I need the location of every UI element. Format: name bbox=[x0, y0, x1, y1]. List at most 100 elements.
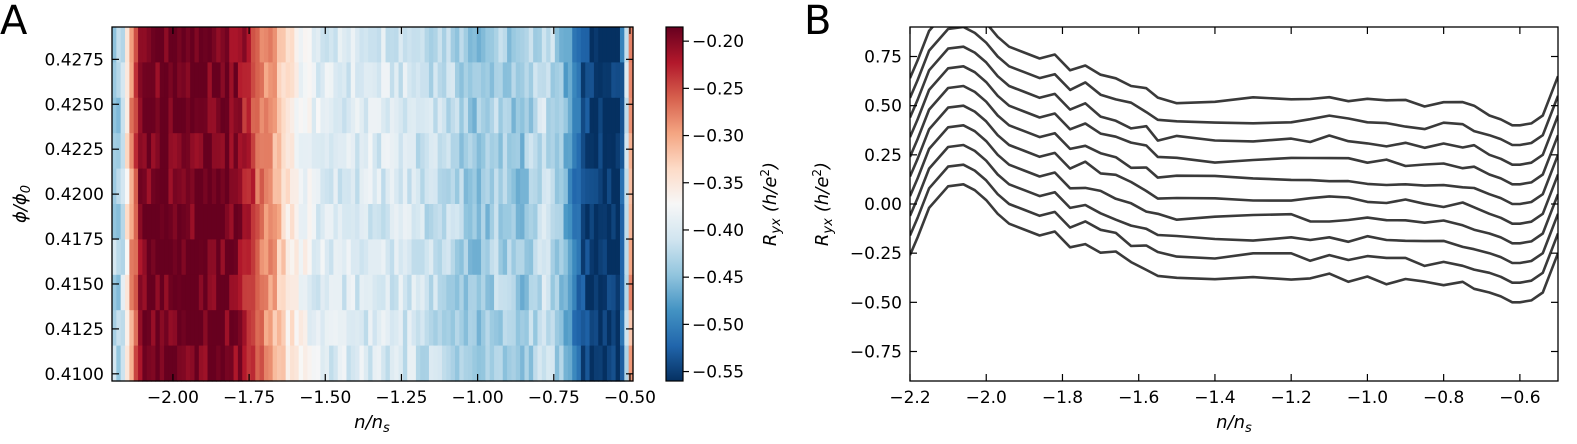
heatmap-cell bbox=[389, 27, 395, 63]
heatmap-cell bbox=[298, 168, 304, 205]
heatmap-cell bbox=[320, 274, 326, 311]
heatmap-cell bbox=[459, 133, 465, 170]
heatmap-cell bbox=[585, 97, 591, 134]
heatmap-cell bbox=[211, 133, 217, 170]
heatmap-cell bbox=[112, 133, 117, 170]
heatmap-cell bbox=[146, 133, 152, 170]
heatmap-cell bbox=[489, 27, 495, 63]
heatmap-cell bbox=[476, 204, 482, 240]
heatmap-cell bbox=[385, 310, 391, 347]
heatmap-cell bbox=[611, 239, 617, 276]
heatmap-cell bbox=[511, 310, 517, 347]
heatmap-cell bbox=[524, 204, 530, 240]
heatmap-cell bbox=[541, 133, 547, 170]
heatmap-cell bbox=[550, 27, 556, 63]
heatmap-cell bbox=[133, 345, 139, 382]
heatmap-cell bbox=[580, 168, 586, 205]
heatmap-cell bbox=[185, 133, 191, 170]
heatmap-cell bbox=[190, 97, 196, 134]
heatmap-cell bbox=[263, 310, 269, 347]
heatmap-cell bbox=[481, 345, 486, 382]
heatmap-cell bbox=[502, 133, 508, 170]
heatmap-cell bbox=[142, 274, 148, 311]
heatmap-cell bbox=[142, 168, 148, 205]
heatmap-cell bbox=[155, 133, 161, 170]
heatmap-cell bbox=[489, 133, 495, 170]
heatmap-cell bbox=[112, 97, 117, 134]
heatmap-cell bbox=[376, 133, 382, 170]
heatmap-cell bbox=[563, 345, 569, 382]
heatmap-cell bbox=[424, 310, 430, 347]
heatmap-cell bbox=[524, 310, 530, 347]
heatmap-cell bbox=[520, 345, 526, 382]
heatmap-cell bbox=[593, 133, 599, 170]
heatmap-cell bbox=[446, 204, 452, 240]
heatmap-cell bbox=[303, 27, 308, 63]
heatmap-cell bbox=[146, 27, 152, 63]
heatmap-cell bbox=[155, 204, 161, 240]
heatmap-cell bbox=[550, 274, 556, 311]
heatmap-cell bbox=[628, 62, 634, 99]
heatmap-cell bbox=[402, 168, 408, 205]
heatmap-cell bbox=[233, 274, 239, 311]
heatmap-cell bbox=[164, 274, 170, 311]
heatmap-cell bbox=[342, 97, 348, 134]
heatmap-cell bbox=[250, 62, 256, 99]
heatmap-cell bbox=[580, 133, 586, 170]
heatmap-cell bbox=[125, 274, 130, 311]
heatmap-cell bbox=[259, 97, 265, 134]
heatmap-cell bbox=[485, 133, 491, 170]
heatmap-cell bbox=[468, 345, 473, 382]
line-series-4 bbox=[910, 124, 1558, 245]
heatmap-cell bbox=[229, 168, 235, 205]
heatmap-cell bbox=[489, 168, 495, 205]
heatmap-cell bbox=[394, 27, 400, 63]
heatmap-cell bbox=[476, 133, 482, 170]
heatmap-cell bbox=[146, 62, 152, 99]
heatmap-cell bbox=[502, 310, 508, 347]
panel-letter-b: B bbox=[804, 0, 831, 44]
heatmap-cell bbox=[172, 133, 178, 170]
heatmap-cell bbox=[359, 345, 365, 382]
heatmap-cell bbox=[333, 310, 339, 347]
heatmap-cell bbox=[125, 168, 130, 205]
heatmap-cell bbox=[563, 310, 569, 347]
heatmap-cell bbox=[337, 133, 343, 170]
heatmap-cell bbox=[250, 239, 256, 276]
heatmap-cell bbox=[454, 97, 460, 134]
heatmap-cell bbox=[494, 239, 500, 276]
heatmap-cell bbox=[133, 310, 139, 347]
heatmap-cell bbox=[628, 310, 634, 347]
heatmap-cell bbox=[281, 204, 287, 240]
heatmap-cell bbox=[233, 345, 239, 382]
heatmap-cell bbox=[320, 27, 326, 63]
heatmap-cell bbox=[572, 133, 578, 170]
heatmap-cell bbox=[576, 27, 582, 63]
heatmap-cell bbox=[507, 310, 513, 347]
heatmap-cell bbox=[155, 27, 161, 63]
heatmap-cell bbox=[276, 345, 282, 382]
heatmap-cell bbox=[494, 310, 500, 347]
line-y-ticks: −0.75 −0.50 −0.25 0.00 0.25 0.50 0.75 bbox=[850, 48, 1558, 363]
heatmap-cell bbox=[133, 62, 139, 99]
heatmap-cell bbox=[216, 204, 222, 240]
heatmap-y-tick-label: 0.4225 bbox=[45, 140, 104, 160]
heatmap-cell bbox=[368, 62, 374, 99]
heatmap-cell bbox=[346, 274, 352, 311]
heatmap-cell bbox=[433, 310, 439, 347]
heatmap-cell bbox=[203, 27, 209, 63]
heatmap-cell bbox=[563, 27, 569, 63]
heatmap-cell bbox=[250, 310, 256, 347]
heatmap-cell bbox=[554, 204, 560, 240]
heatmap-cell bbox=[207, 27, 213, 63]
heatmap-cell bbox=[250, 345, 256, 382]
heatmap-cell bbox=[337, 27, 343, 63]
heatmap-cell bbox=[580, 310, 586, 347]
heatmap-cell bbox=[120, 27, 126, 63]
heatmap-cell bbox=[528, 204, 534, 240]
heatmap-cell bbox=[407, 168, 413, 205]
heatmap-cell bbox=[224, 133, 230, 170]
heatmap-cell bbox=[463, 274, 469, 311]
heatmap-cell bbox=[146, 345, 152, 382]
heatmap-cell bbox=[628, 97, 634, 134]
